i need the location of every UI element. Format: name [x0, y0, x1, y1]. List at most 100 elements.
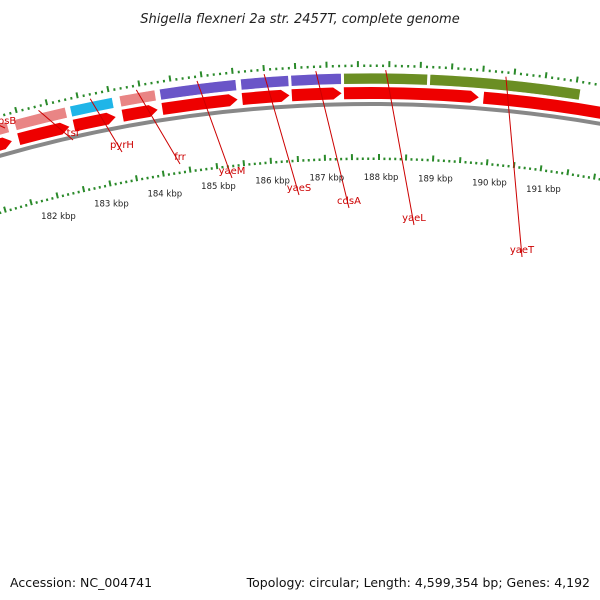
outer-tick	[57, 99, 61, 103]
genome-backbone	[0, 102, 600, 158]
gene-feature-tsf	[13, 106, 68, 131]
kbp-label: 185 kbp	[201, 182, 236, 192]
outer-tick	[63, 98, 67, 102]
cds-arrow-tsf	[17, 122, 70, 145]
inner-tick	[119, 181, 123, 185]
inner-tick	[29, 199, 33, 206]
outer-tick	[106, 85, 110, 93]
gene-feature-frr	[118, 89, 157, 108]
outer-tick	[70, 96, 73, 100]
outer-tick	[199, 71, 203, 78]
inner-tick	[81, 185, 86, 193]
outer-tick	[82, 94, 85, 98]
kbp-label: 187 kbp	[309, 174, 344, 184]
outer-tick	[51, 101, 55, 105]
inner-tick	[125, 180, 128, 184]
inner-tick	[24, 203, 28, 207]
inner-tick	[14, 206, 18, 210]
outer-tick	[575, 76, 579, 83]
gene-leader-rpsB	[0, 125, 6, 129]
outer-tick-track	[2, 61, 597, 117]
outer-tick	[100, 90, 104, 94]
kbp-label: 189 kbp	[418, 175, 453, 185]
map-title: Shigella flexneri 2a str. 2457T, complet…	[140, 12, 459, 27]
inner-tick	[539, 165, 543, 172]
kbp-label: 182 kbp	[41, 212, 76, 222]
kbp-labels: 182 kbp 183 kbp 184 kbp 185 kbp 186 kbp 187 k…	[41, 173, 561, 222]
backbone-line	[0, 102, 600, 158]
gene-label-yaeL: yaeL	[402, 213, 426, 224]
gene-feature-cdsA	[290, 72, 342, 87]
inner-tick	[72, 191, 75, 195]
inner-tick	[66, 193, 70, 196]
outer-tick	[44, 99, 49, 106]
inner-tick	[51, 196, 54, 200]
cds-arrow-rpsB	[0, 137, 12, 151]
outer-tick	[75, 92, 79, 99]
cds-arrow-cdsA	[291, 87, 342, 102]
cds-arrow-frr	[121, 105, 158, 122]
inner-tick	[87, 188, 91, 192]
outer-tick	[482, 65, 485, 72]
kbp-label: 183 kbp	[94, 200, 129, 210]
kbp-label: 184 kbp	[147, 190, 182, 200]
inner-tick-track	[0, 154, 600, 215]
cds-arrow-yaeS	[241, 89, 290, 105]
outer-tick	[513, 68, 517, 75]
outer-tick	[137, 80, 141, 87]
inner-tick	[61, 194, 65, 198]
gene-feature-track	[0, 72, 582, 136]
gene-label-tsf: tsf	[67, 128, 80, 139]
cds-arrow-yaeM	[161, 94, 238, 115]
inner-tick	[93, 187, 96, 190]
inner-tick	[215, 162, 219, 170]
gene-leader-tsf	[38, 110, 74, 141]
inner-tick	[161, 170, 165, 177]
inner-tick	[0, 211, 2, 215]
inner-tick	[19, 205, 23, 209]
inner-tick	[9, 208, 12, 212]
gene-leader-frr	[135, 89, 181, 165]
gene-leader-pyrH	[89, 98, 123, 153]
inner-tick	[593, 173, 596, 180]
outer-tick	[39, 104, 42, 107]
inner-tick	[40, 199, 44, 203]
cds-arrow-yaeT	[483, 91, 600, 119]
outer-tick	[168, 75, 172, 82]
outer-tick	[131, 84, 135, 88]
inner-tick	[55, 192, 59, 199]
gene-label-cdsA: cdsA	[337, 196, 361, 207]
kbp-label: 186 kbp	[255, 177, 290, 187]
outer-tick	[9, 111, 12, 115]
gene-label-pyrH: pyrH	[110, 140, 134, 151]
outer-tick	[33, 105, 36, 109]
gene-feature-yaeT	[429, 73, 582, 101]
inner-tick	[3, 206, 7, 213]
outer-tick	[88, 92, 91, 96]
inner-tick	[77, 190, 80, 194]
gene-feature-yaeS	[240, 75, 290, 91]
inner-tick	[98, 185, 101, 189]
inner-tick	[135, 175, 139, 182]
gene-label-yaeM: yaeM	[219, 166, 246, 177]
outer-tick	[544, 72, 548, 79]
inner-tick	[45, 198, 49, 202]
inner-tick	[108, 180, 112, 187]
kbp-label: 191 kbp	[526, 185, 561, 195]
outer-tick	[2, 113, 6, 117]
gene-leader-yaeL	[385, 70, 415, 226]
gene-leader-cdsA	[315, 70, 350, 209]
gene-label-yaeT: yaeT	[510, 245, 535, 256]
inner-tick	[242, 160, 246, 167]
gene-label-rpsB: rpsB	[0, 116, 16, 127]
inner-tick	[485, 159, 489, 166]
outer-tick	[21, 108, 24, 112]
gene-label-yaeS: yaeS	[287, 183, 312, 194]
gene-feature-yaeL	[343, 72, 429, 86]
inner-tick	[188, 166, 192, 173]
inner-tick	[114, 182, 117, 186]
inner-tick	[103, 184, 107, 188]
kbp-label: 190 kbp	[472, 179, 507, 189]
accession-label: Accession: NC_004741	[10, 575, 152, 590]
